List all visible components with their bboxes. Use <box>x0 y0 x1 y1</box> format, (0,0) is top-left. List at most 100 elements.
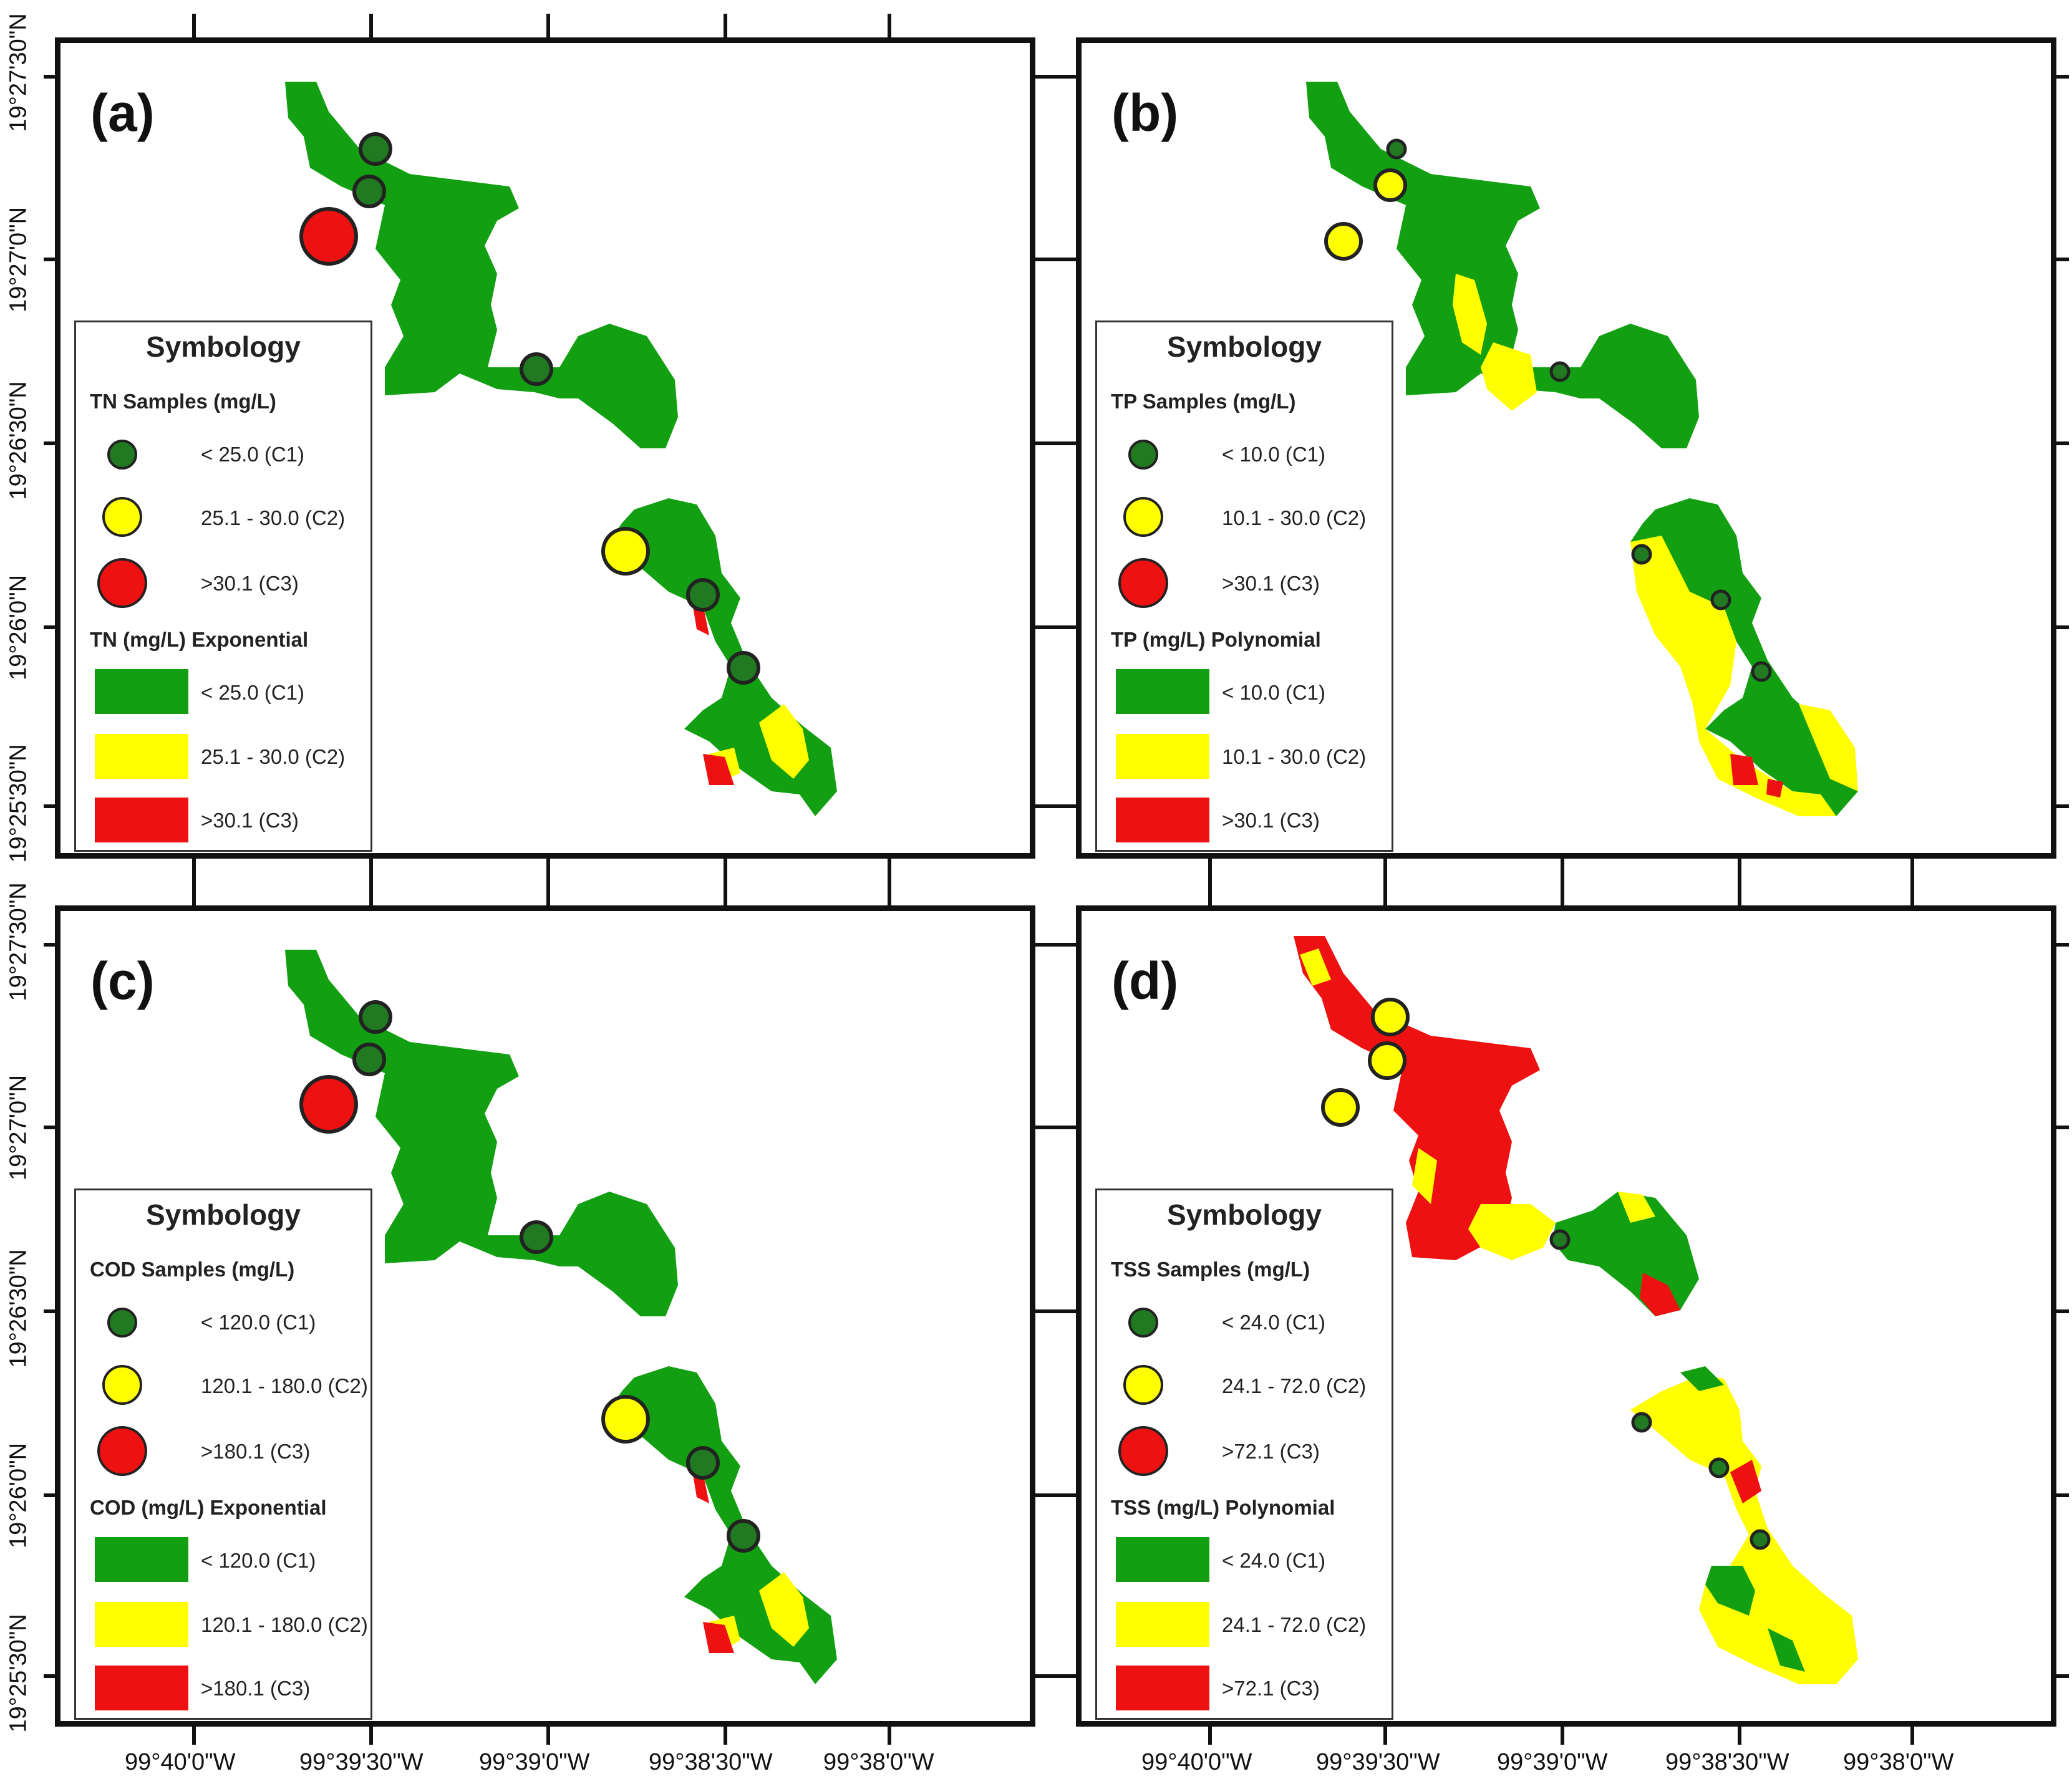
reservoir-map-d <box>1294 936 1858 1684</box>
legend-sample-dot-c3 <box>1118 558 1168 608</box>
legend-raster-label: >180.1 (C3) <box>201 1677 311 1700</box>
sample-sites-c <box>299 1000 760 1553</box>
axis-tick <box>192 858 196 907</box>
axis-tick <box>369 1726 373 1745</box>
raster-header: TP (mg/L) Polynomial <box>1111 628 1321 651</box>
axis-tick <box>2056 1493 2069 1497</box>
legend-sample-dot-c3 <box>97 558 147 608</box>
legend-sample-label: >180.1 (C3) <box>201 1440 311 1463</box>
axis-tick <box>2056 1309 2069 1313</box>
legend-swatch-c2 <box>95 1602 188 1647</box>
legend-title: Symbology <box>1167 330 1322 363</box>
raster-header: TN (mg/L) Exponential <box>90 628 309 651</box>
panel-label: (a) <box>90 84 155 142</box>
reservoir-raster-d <box>1294 936 1858 1684</box>
y-axis-label: 19°27'30"N <box>5 882 32 1001</box>
y-axis-label: 19°25'30"N <box>5 744 32 863</box>
legend-sample-label: >30.1 (C3) <box>201 572 299 595</box>
axis-tick <box>1208 1726 1212 1745</box>
raster-zone-c1 <box>285 82 678 448</box>
legend-c: Symbology COD Samples (mg/L) < 120.0 (C1… <box>74 1189 372 1720</box>
sample-site-6 <box>1710 589 1731 610</box>
axis-tick <box>888 14 891 39</box>
x-axis-label: 99°40'0"W <box>125 1749 236 1775</box>
sample-site-1 <box>1371 998 1410 1036</box>
raster-zone-c3 <box>703 1622 734 1653</box>
sample-site-7 <box>727 651 760 685</box>
legend-sample-dot-c2 <box>102 497 142 537</box>
legend-sample-label: 120.1 - 180.0 (C2) <box>201 1374 368 1397</box>
sample-site-4 <box>520 1220 553 1254</box>
legend-sample-dot-c2 <box>102 1365 142 1405</box>
panel-label: (b) <box>1111 84 1179 142</box>
axis-tick <box>546 1726 550 1745</box>
legend-raster-label: 24.1 - 72.0 (C2) <box>1222 1613 1367 1636</box>
axis-tick <box>44 1126 56 1129</box>
samples-header: TP Samples (mg/L) <box>1111 390 1296 413</box>
legend-raster-label: < 120.0 (C1) <box>201 1549 316 1572</box>
legend-sample-label: 25.1 - 30.0 (C2) <box>201 506 346 529</box>
axis-tick <box>1035 804 1077 808</box>
raster-zone-c3 <box>1294 936 1540 1260</box>
x-axis-label: 99°40'0"W <box>1141 1749 1252 1775</box>
axis-tick <box>2056 1126 2069 1129</box>
sample-site-7 <box>727 1519 760 1553</box>
axis-tick <box>2056 943 2069 947</box>
legend-swatch-c2 <box>1116 1602 1209 1647</box>
y-axis-label: 19°26'30"N <box>5 381 32 500</box>
legend-raster-label: >30.1 (C3) <box>1222 809 1320 832</box>
raster-zone-c2 <box>759 1572 809 1647</box>
raster-zone-c2 <box>1799 704 1858 791</box>
sample-sites-a <box>299 132 760 685</box>
reservoir-map-b <box>1306 82 1858 816</box>
y-axis-label: 19°26'0"N <box>5 574 32 681</box>
raster-zone-c2 <box>1481 342 1537 411</box>
legend-swatch-c1 <box>1116 1537 1209 1582</box>
x-axis-label: 99°38'30"W <box>649 1749 773 1775</box>
reservoir-raster-c <box>285 950 837 1684</box>
legend-raster-label: >72.1 (C3) <box>1222 1677 1320 1700</box>
map-panel-c: (c) Symbology COD Samples (mg/L) < 120.0… <box>55 905 1035 1727</box>
reservoir-map-a <box>285 82 837 816</box>
sample-site-7 <box>1751 661 1772 682</box>
legend-sample-label: >72.1 (C3) <box>1222 1440 1320 1463</box>
axis-tick <box>1035 1126 1077 1129</box>
sample-site-6 <box>1708 1457 1730 1478</box>
axis-tick <box>2056 625 2069 629</box>
legend-sample-dot-c2 <box>1123 497 1163 537</box>
axis-tick <box>724 14 727 39</box>
legend-sample-dot-c2 <box>1123 1365 1163 1405</box>
raster-zone-c1 <box>285 950 678 1316</box>
sample-site-1 <box>359 1000 392 1034</box>
sample-site-2 <box>352 1043 386 1076</box>
legend-a: Symbology TN Samples (mg/L) < 25.0 (C1) … <box>74 321 372 852</box>
raster-zone-c3 <box>703 754 734 785</box>
sample-site-2 <box>352 175 386 208</box>
raster-zone-c3 <box>1730 1460 1761 1503</box>
legend-swatch-c3 <box>95 1666 188 1710</box>
legend-sample-label: < 10.0 (C1) <box>1222 443 1325 466</box>
legend-raster-label: < 10.0 (C1) <box>1222 681 1325 704</box>
x-axis-label: 99°38'30"W <box>1665 1749 1789 1775</box>
map-panel-d: (d) Symbology TSS Samples (mg/L) < 24.0 … <box>1076 905 2056 1727</box>
legend-title: Symbology <box>146 1198 301 1231</box>
legend-b: Symbology TP Samples (mg/L) < 10.0 (C1) … <box>1095 321 1393 852</box>
sample-site-5 <box>601 1395 650 1444</box>
y-axis-label: 19°27'30"N <box>5 13 32 132</box>
legend-swatch-c3 <box>1116 1666 1209 1710</box>
axis-tick <box>1910 1726 1914 1745</box>
legend-sample-dot-c1 <box>107 1308 137 1338</box>
sample-site-2 <box>1373 168 1407 202</box>
axis-tick <box>2056 258 2069 261</box>
legend-swatch-c1 <box>1116 669 1209 714</box>
sample-sites-d <box>1321 998 1771 1550</box>
panel-label: (c) <box>90 952 155 1010</box>
axis-tick <box>192 14 196 39</box>
raster-zone-c2 <box>1300 948 1331 986</box>
legend-raster-label: 120.1 - 180.0 (C2) <box>201 1613 368 1636</box>
axis-tick <box>44 441 56 445</box>
axis-tick <box>724 858 727 907</box>
legend-sample-label: 10.1 - 30.0 (C2) <box>1222 506 1367 529</box>
sample-site-6 <box>686 578 720 612</box>
axis-tick <box>546 858 550 907</box>
